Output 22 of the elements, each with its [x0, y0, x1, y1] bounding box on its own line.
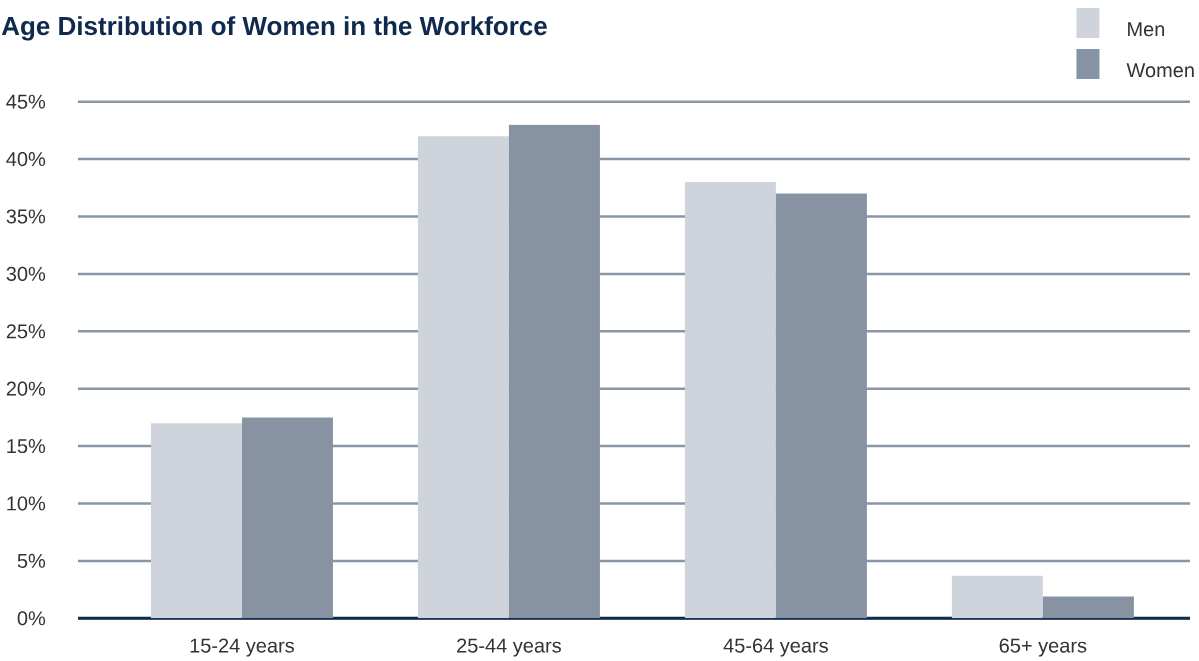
chart-title: Age Distribution of Women in the Workforce	[1, 16, 547, 41]
y-tick-label: 35%	[6, 209, 46, 224]
bar	[951, 575, 1043, 619]
y-tick-label: 0%	[17, 611, 46, 626]
bar	[150, 423, 242, 619]
y-tick-label: 25%	[6, 324, 46, 339]
bar	[684, 182, 776, 619]
y-tick-label: 30%	[6, 266, 46, 281]
y-tick-label: 45%	[6, 94, 46, 109]
x-tick-label: 65+ years	[999, 638, 1087, 657]
bar	[417, 136, 509, 619]
x-tick-label: 15-24 years	[190, 638, 294, 657]
y-tick-label: 15%	[7, 439, 46, 454]
y-tick-label: 10%	[7, 496, 46, 511]
bar	[1042, 596, 1134, 619]
y-tick-label: 5%	[17, 553, 46, 568]
legend-label: Men	[1128, 22, 1165, 37]
y-tick-label: 40%	[6, 152, 46, 167]
y-tick-label: 20%	[6, 381, 46, 396]
x-tick-label: 25-44 years	[457, 638, 561, 657]
legend-label: Women	[1126, 63, 1194, 78]
x-tick-label: 45-64 years	[723, 638, 828, 657]
